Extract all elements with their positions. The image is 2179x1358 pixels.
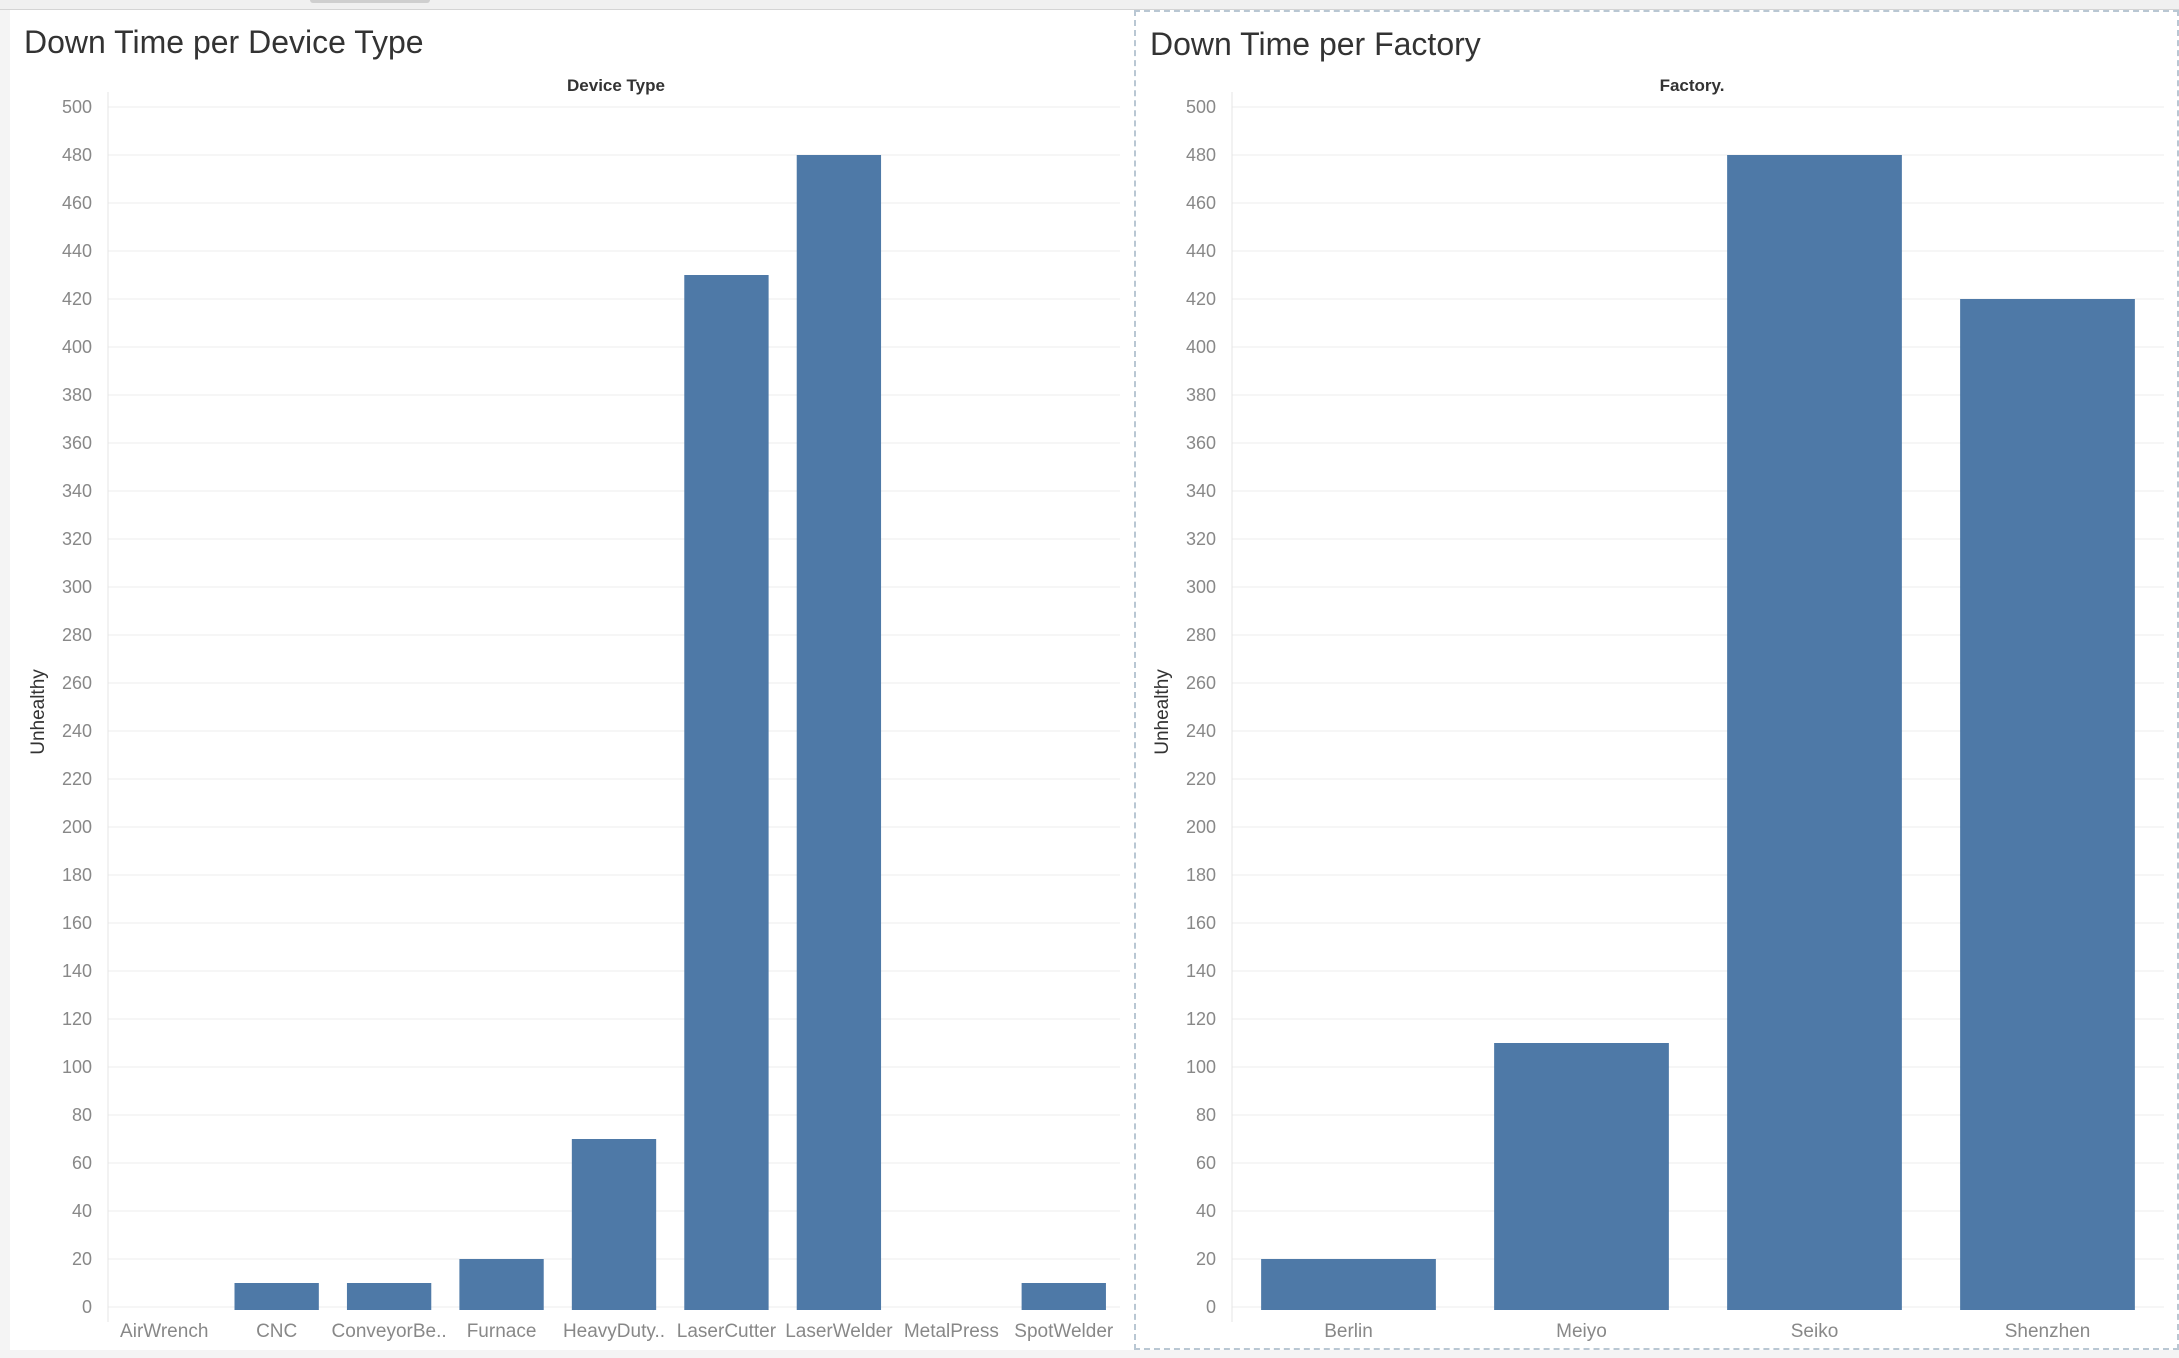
y-tick-label: 160 <box>1186 913 1216 933</box>
y-tick-label: 480 <box>62 145 92 165</box>
bar-seiko <box>1727 155 1902 1310</box>
y-tick-label: 400 <box>1186 337 1216 357</box>
x-tick-label: Shenzhen <box>2005 1321 2091 1342</box>
y-tick-label: 200 <box>1186 817 1216 837</box>
y-tick-label: 500 <box>62 97 92 117</box>
column-header: Factory. <box>1660 76 1725 95</box>
y-tick-label: 380 <box>62 385 92 405</box>
x-tick-label: Meiyo <box>1556 1321 1607 1342</box>
bar-lasercutter <box>684 275 769 1310</box>
bar-furnace <box>459 1259 544 1310</box>
y-tick-label: 320 <box>62 529 92 549</box>
bar-shenzhen <box>1960 299 2135 1310</box>
y-tick-label: 0 <box>1206 1297 1216 1317</box>
y-tick-label: 0 <box>82 1297 92 1317</box>
x-tick-label: SpotWelder <box>1014 1321 1114 1342</box>
factory-chart-pane[interactable]: Down Time per Factory Factory. 0 20 40 60 80 1… <box>1134 10 2179 1350</box>
y-tick-label: 380 <box>1186 385 1216 405</box>
y-tick-label: 240 <box>62 721 92 741</box>
y-axis-ticks: 0 20 40 60 80 100 120 140 160 180 200 220 240 260 280 3… <box>62 97 1120 1317</box>
device-type-chart-title: Down Time per Device Type <box>24 24 424 60</box>
y-tick-label: 280 <box>62 625 92 645</box>
y-tick-label: 320 <box>1186 529 1216 549</box>
y-tick-label: 60 <box>72 1153 92 1173</box>
bar-cnc <box>234 1283 319 1310</box>
factory-chart-title: Down Time per Factory <box>1150 26 1481 62</box>
y-tick-label: 180 <box>62 865 92 885</box>
y-tick-label: 20 <box>72 1249 92 1269</box>
y-tick-label: 420 <box>1186 289 1216 309</box>
y-tick-label: 220 <box>62 769 92 789</box>
y-tick-label: 100 <box>62 1057 92 1077</box>
x-axis-labels: AirWrench CNC ConveyorBe.. Furnace HeavyDuty… <box>120 1321 1114 1342</box>
y-tick-label: 280 <box>1186 625 1216 645</box>
x-tick-label: MetalPress <box>904 1321 999 1342</box>
bar-laserwelder <box>796 155 882 1310</box>
bar-heavyduty <box>571 1139 657 1310</box>
device-type-bar-chart: Device Type 0 20 40 60 80 100 120 140 160 180 200 22… <box>28 76 1120 1342</box>
y-tick-label: 140 <box>62 961 92 981</box>
bar-conveyorbe <box>346 1283 432 1310</box>
y-tick-label: 500 <box>1186 97 1216 117</box>
dashboard-top-strip <box>0 0 2179 10</box>
dashboard-tab-indicator[interactable] <box>310 0 430 3</box>
y-tick-label: 140 <box>1186 961 1216 981</box>
y-axis-label: Unhealthy <box>28 669 49 755</box>
x-tick-label: CNC <box>256 1321 297 1342</box>
x-tick-label: Furnace <box>467 1321 537 1342</box>
x-axis-labels: Berlin Meiyo Seiko Shenzhen <box>1324 1321 2090 1342</box>
y-tick-label: 80 <box>72 1105 92 1125</box>
y-tick-label: 80 <box>1196 1105 1216 1125</box>
bar-berlin <box>1261 1259 1436 1310</box>
y-tick-label: 220 <box>1186 769 1216 789</box>
x-tick-label: Seiko <box>1791 1321 1839 1342</box>
bars <box>234 155 1106 1310</box>
y-tick-label: 300 <box>62 577 92 597</box>
x-tick-label: Berlin <box>1324 1321 1373 1342</box>
y-tick-label: 40 <box>72 1201 92 1221</box>
y-tick-label: 440 <box>1186 241 1216 261</box>
y-tick-label: 260 <box>62 673 92 693</box>
bars <box>1261 155 2135 1310</box>
y-tick-label: 120 <box>62 1009 92 1029</box>
device-type-chart-pane[interactable]: Down Time per Device Type Device Type 0 20… <box>10 10 1134 1350</box>
y-tick-label: 400 <box>62 337 92 357</box>
y-tick-label: 240 <box>1186 721 1216 741</box>
y-tick-label: 100 <box>1186 1057 1216 1077</box>
y-tick-label: 440 <box>62 241 92 261</box>
column-header: Device Type <box>567 76 665 95</box>
y-tick-label: 340 <box>62 481 92 501</box>
x-tick-label: ConveyorBe.. <box>332 1321 447 1342</box>
x-tick-label: AirWrench <box>120 1321 208 1342</box>
y-tick-label: 160 <box>62 913 92 933</box>
y-tick-label: 200 <box>62 817 92 837</box>
y-tick-label: 40 <box>1196 1201 1216 1221</box>
y-tick-label: 460 <box>62 193 92 213</box>
y-tick-label: 260 <box>1186 673 1216 693</box>
y-tick-label: 360 <box>1186 433 1216 453</box>
y-tick-label: 60 <box>1196 1153 1216 1173</box>
y-axis-label: Unhealthy <box>1152 669 1173 755</box>
bar-spotwelder <box>1021 1283 1106 1310</box>
y-tick-label: 340 <box>1186 481 1216 501</box>
factory-bar-chart: Factory. 0 20 40 60 80 100 120 140 160 180 200 220 24… <box>1152 76 2164 1342</box>
y-tick-label: 300 <box>1186 577 1216 597</box>
y-tick-label: 120 <box>1186 1009 1216 1029</box>
x-tick-label: LaserWelder <box>785 1321 893 1342</box>
y-tick-label: 360 <box>62 433 92 453</box>
bar-meiyo <box>1494 1043 1669 1310</box>
y-tick-label: 20 <box>1196 1249 1216 1269</box>
y-tick-label: 180 <box>1186 865 1216 885</box>
x-tick-label: LaserCutter <box>677 1321 777 1342</box>
x-tick-label: HeavyDuty.. <box>563 1321 665 1342</box>
y-tick-label: 480 <box>1186 145 1216 165</box>
y-tick-label: 460 <box>1186 193 1216 213</box>
y-tick-label: 420 <box>62 289 92 309</box>
